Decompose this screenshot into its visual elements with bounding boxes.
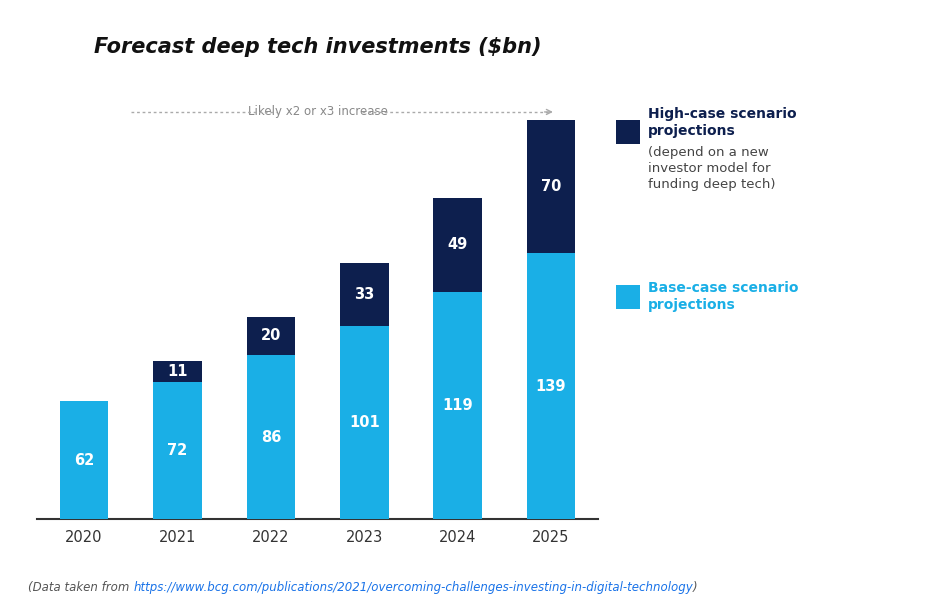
Text: 49: 49 xyxy=(447,238,468,252)
Bar xyxy=(247,316,295,355)
Text: (depend on a new
investor model for
funding deep tech): (depend on a new investor model for fund… xyxy=(648,145,776,191)
Bar xyxy=(340,263,389,326)
Text: 11: 11 xyxy=(167,364,188,379)
Bar xyxy=(433,291,482,519)
Bar xyxy=(153,382,202,519)
Text: 62: 62 xyxy=(74,453,94,467)
Text: Base-case scenario
projections: Base-case scenario projections xyxy=(648,280,799,312)
Text: Likely x2 or x3 increase: Likely x2 or x3 increase xyxy=(248,106,388,119)
Bar xyxy=(527,120,575,254)
Bar xyxy=(340,326,389,519)
Text: 86: 86 xyxy=(261,430,281,445)
Text: (Data taken from: (Data taken from xyxy=(28,581,134,594)
Text: 33: 33 xyxy=(354,287,375,302)
Text: 70: 70 xyxy=(541,179,561,194)
Bar xyxy=(527,254,575,519)
Text: 139: 139 xyxy=(536,379,566,394)
Bar xyxy=(433,198,482,291)
Bar xyxy=(60,401,108,519)
Text: 119: 119 xyxy=(443,398,473,413)
Text: 20: 20 xyxy=(261,328,281,343)
Bar xyxy=(247,355,295,519)
Text: ): ) xyxy=(693,581,698,594)
Text: https://www.bcg.com/publications/2021/overcoming-challenges-investing-in-digital: https://www.bcg.com/publications/2021/ov… xyxy=(134,581,693,594)
Text: High-case scenario
projections: High-case scenario projections xyxy=(648,106,797,138)
Text: 72: 72 xyxy=(167,443,188,458)
Text: 101: 101 xyxy=(349,415,379,430)
Bar xyxy=(153,360,202,382)
Text: Forecast deep tech investments ($bn): Forecast deep tech investments ($bn) xyxy=(93,37,542,57)
